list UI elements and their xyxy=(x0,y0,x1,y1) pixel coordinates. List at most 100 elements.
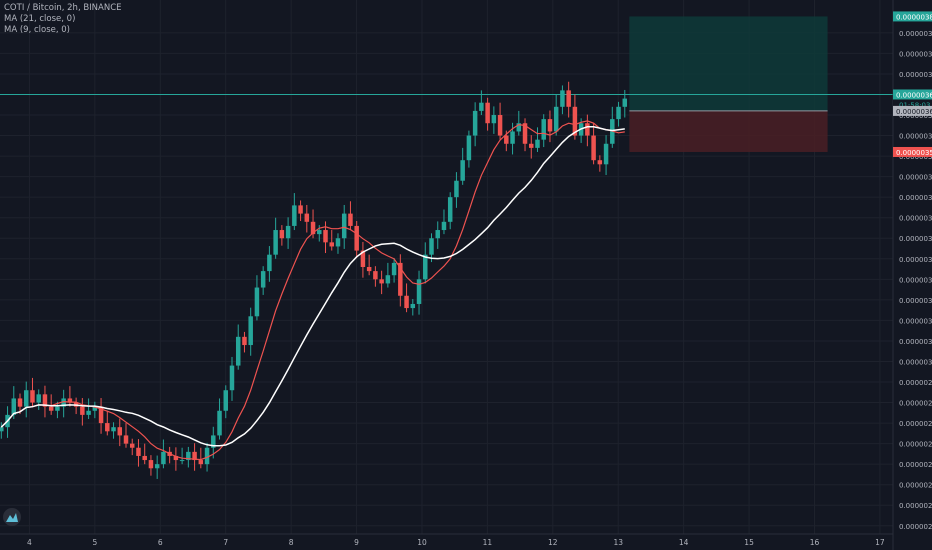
candle-body xyxy=(24,390,29,407)
candle-body xyxy=(541,119,546,140)
y-tick-label: 0.00000340 xyxy=(899,194,932,202)
candle-body xyxy=(304,213,310,222)
loss-zone xyxy=(629,110,828,152)
candle-body xyxy=(179,460,185,462)
candle-body xyxy=(329,242,334,247)
candle-body xyxy=(92,406,98,411)
candle-body xyxy=(55,406,60,411)
candle-body xyxy=(17,398,23,407)
current-price-label: 0.00000365 xyxy=(896,91,932,99)
y-tick-label: 0.00000290 xyxy=(899,400,932,408)
target-price-label-bg xyxy=(893,11,932,22)
candle-body xyxy=(585,123,590,136)
candle-body xyxy=(385,275,391,284)
candle-body xyxy=(404,295,409,309)
y-tick-label: 0.00000325 xyxy=(899,256,932,264)
candle-body xyxy=(111,427,116,432)
candle-body xyxy=(348,213,353,226)
candle-body xyxy=(292,205,297,226)
tradingview-logo-icon[interactable] xyxy=(3,508,21,526)
candle-body xyxy=(466,135,472,161)
entry-price-label-bg xyxy=(893,105,932,116)
candle-body xyxy=(173,455,179,461)
candle-body xyxy=(472,110,478,136)
x-tick-label: 6 xyxy=(158,538,163,547)
candle-body xyxy=(547,119,553,132)
candle-body xyxy=(105,423,110,432)
legend-ma9[interactable]: MA (9, close, 0) xyxy=(4,25,70,35)
y-tick-label: 0.00000375 xyxy=(899,50,932,58)
candle-body xyxy=(273,230,278,255)
ma21-line xyxy=(0,126,625,447)
candle-body xyxy=(391,262,397,276)
candle-body xyxy=(479,102,484,111)
candle-body xyxy=(522,123,528,144)
x-tick-label: 16 xyxy=(810,538,820,547)
candle-body xyxy=(622,98,628,107)
x-tick-label: 5 xyxy=(92,538,97,547)
candle-body xyxy=(161,451,166,465)
candle-body xyxy=(254,287,260,317)
candle-body xyxy=(30,390,35,403)
candle-body xyxy=(597,160,603,165)
candle-body xyxy=(80,406,85,415)
candle-body xyxy=(416,279,422,304)
candle-body xyxy=(48,406,54,411)
candle-body xyxy=(341,213,347,239)
candle-body xyxy=(67,398,73,403)
x-tick-label: 15 xyxy=(744,538,754,547)
candle-body xyxy=(142,455,147,461)
y-tick-label: 0.00000260 xyxy=(899,523,932,531)
candle-body xyxy=(429,238,434,255)
legend-ma21[interactable]: MA (21, close, 0) xyxy=(4,14,76,24)
candle-body xyxy=(279,230,285,239)
candle-body xyxy=(335,238,341,247)
candle-body xyxy=(366,267,372,272)
candle-body xyxy=(260,271,266,288)
stop-price-label: 0.00000351 xyxy=(896,149,932,157)
y-tick-label: 0.00000265 xyxy=(899,502,932,510)
candle-body xyxy=(242,336,247,346)
x-tick-label: 9 xyxy=(354,538,359,547)
y-tick-label: 0.00000300 xyxy=(899,358,932,366)
candle-body xyxy=(441,221,447,231)
price-labels: 0.000003840.0000036501:58:030.000003610.… xyxy=(893,11,932,157)
candle-body xyxy=(285,225,291,239)
legend-symbol[interactable]: COTI / Bitcoin, 2h, BINANCE xyxy=(4,3,122,13)
target-price-label: 0.00000384 xyxy=(896,13,932,21)
y-tick-label: 0.00000330 xyxy=(899,235,932,243)
stop-price-label-bg xyxy=(893,146,932,157)
candle-body xyxy=(516,123,522,132)
countdown-bg xyxy=(893,99,932,110)
y-tick-label: 0.00000295 xyxy=(899,379,932,387)
x-tick-label: 17 xyxy=(875,538,885,547)
candle-body xyxy=(148,460,154,469)
y-tick-label: 0.00000280 xyxy=(899,441,932,449)
candle-body xyxy=(42,394,48,407)
current-price-label-bg xyxy=(893,89,932,100)
candle-body xyxy=(373,271,378,280)
candle-body xyxy=(423,254,428,280)
candle-body xyxy=(0,427,4,432)
candle-body xyxy=(591,135,596,161)
candle-body xyxy=(560,90,565,107)
candle-body xyxy=(123,435,129,444)
candle-body xyxy=(454,180,459,198)
candle-body xyxy=(98,406,104,424)
y-tick-label: 0.00000315 xyxy=(899,297,932,305)
candles xyxy=(0,81,628,479)
candle-body xyxy=(398,262,403,296)
candle-body xyxy=(360,250,366,267)
candle-body xyxy=(566,90,571,107)
candle-body xyxy=(529,143,534,148)
y-tick-label: 0.00000320 xyxy=(899,276,932,284)
y-tick-label: 0.00000275 xyxy=(899,461,932,469)
candle-body xyxy=(211,435,216,448)
candle-body xyxy=(117,427,123,436)
candle-body xyxy=(36,394,41,403)
candle-body xyxy=(267,254,272,272)
y-tick-label: 0.00000350 xyxy=(899,153,932,161)
